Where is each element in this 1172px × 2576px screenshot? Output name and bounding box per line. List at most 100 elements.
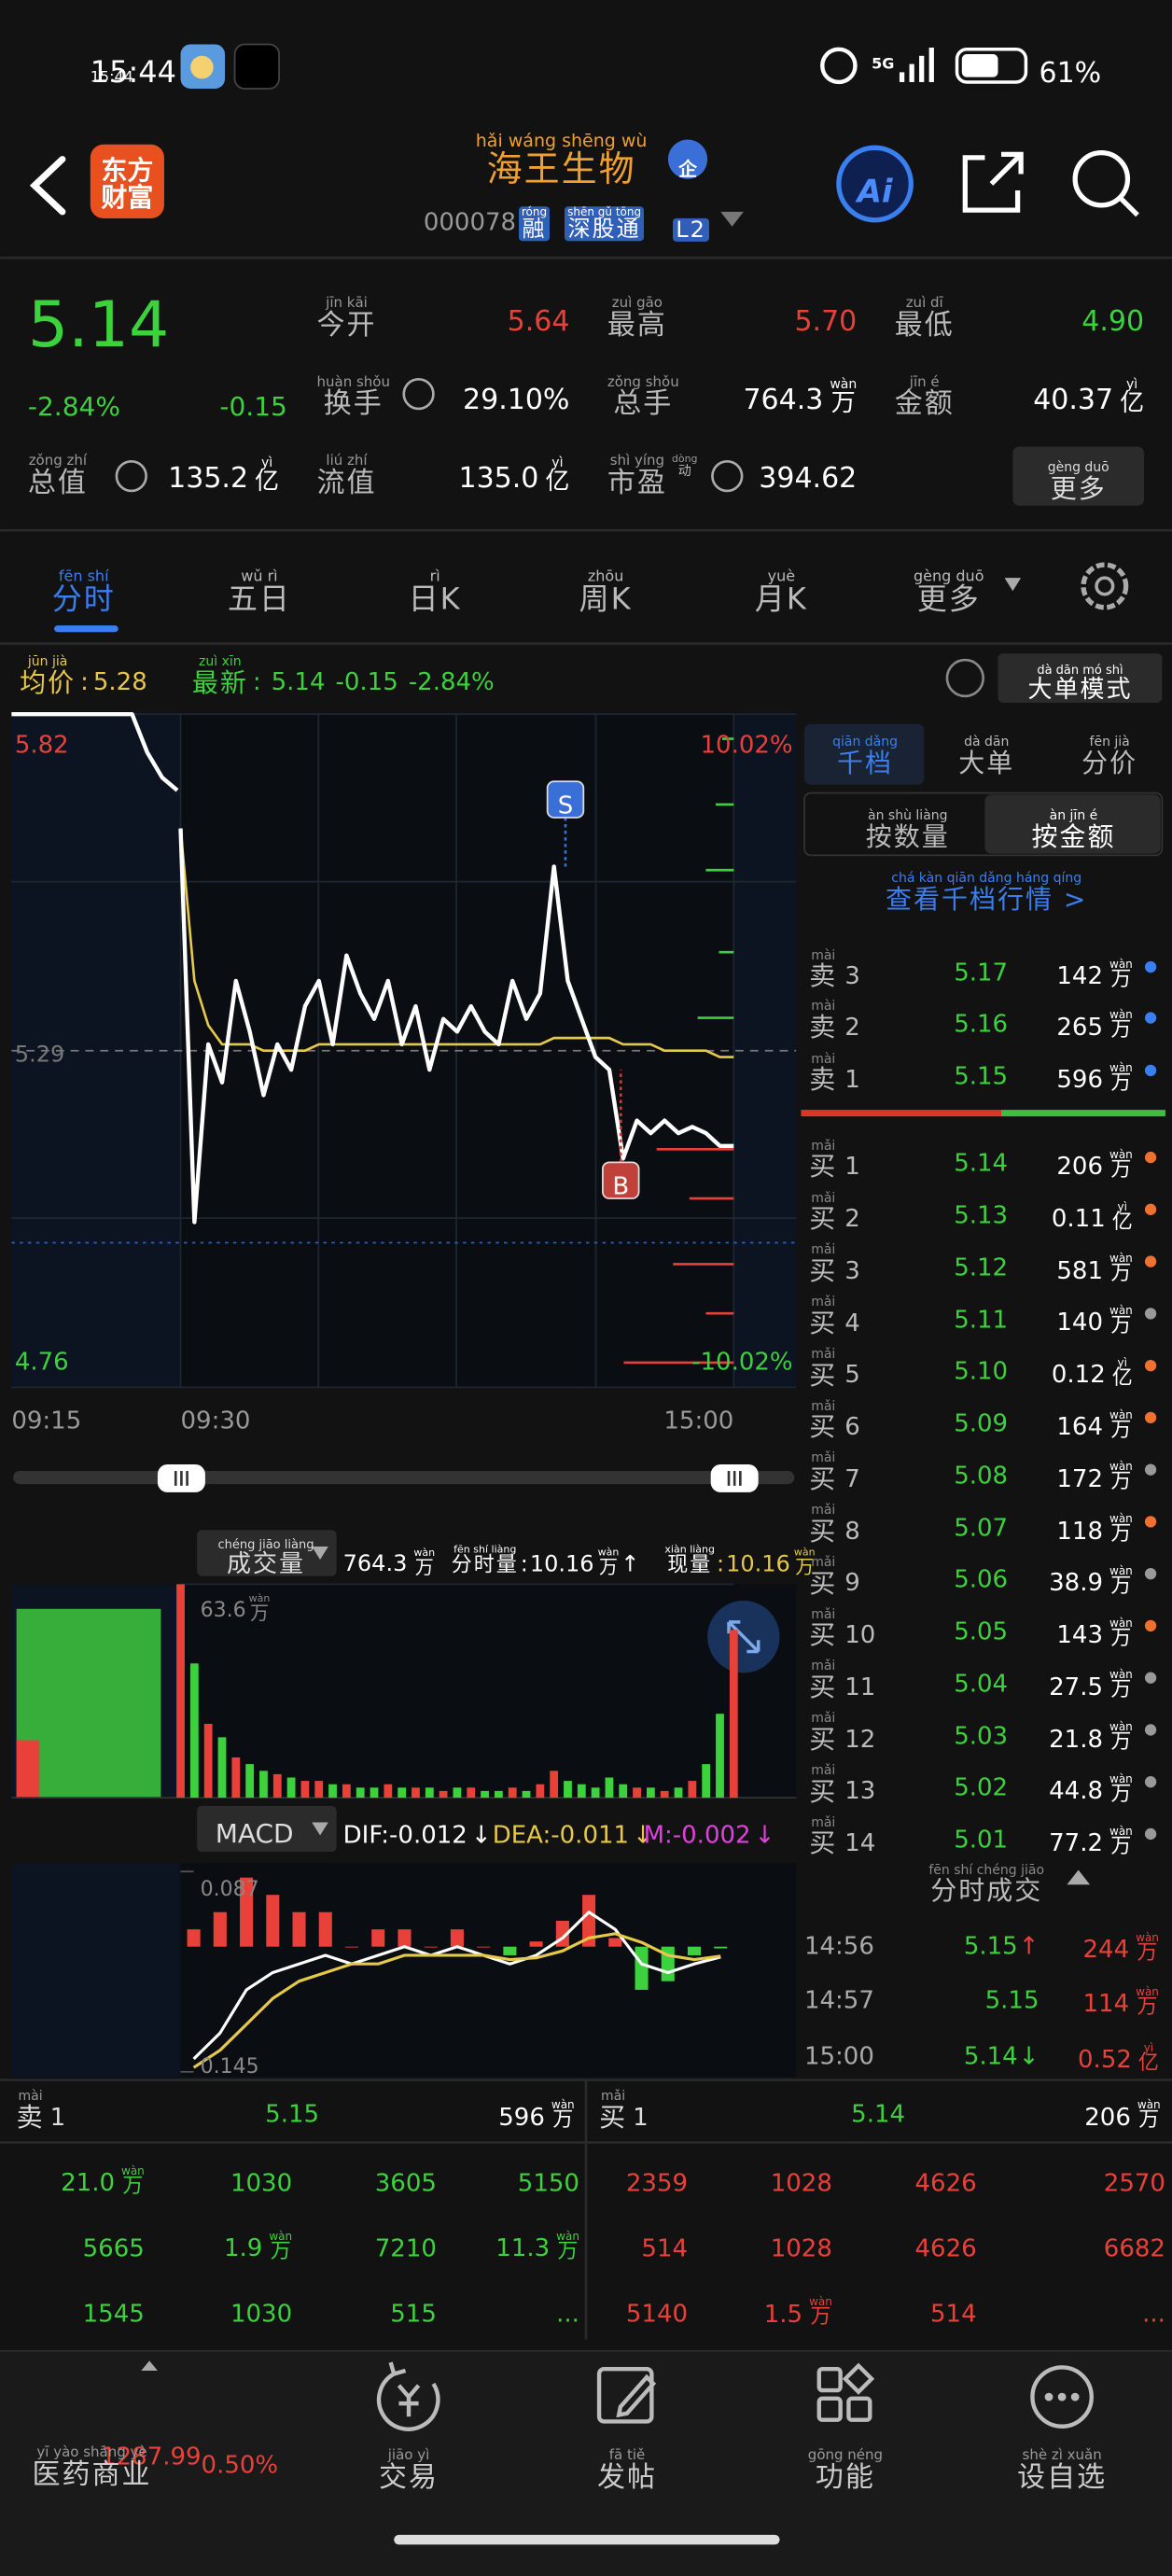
book-price: 5.07	[954, 1514, 1009, 1543]
nav-item[interactable]: gōng néng 功能	[808, 2447, 883, 2492]
sector-label: yī yào shāng yè 医药商业	[33, 2444, 152, 2489]
nav-item[interactable]: jiāo yì 交易	[379, 2447, 439, 2492]
label: mài 卖	[809, 1052, 837, 1093]
sector-toggle[interactable]	[141, 2360, 158, 2371]
more-dots	[1044, 2392, 1080, 2401]
nav-item[interactable]: fā tiě 发帖	[597, 2447, 657, 2492]
volume-bar	[688, 1781, 697, 1799]
trade-price: 5.14	[963, 2042, 1018, 2071]
value: 7210	[374, 2234, 437, 2263]
label-text: 卖	[809, 1011, 838, 1043]
search-button[interactable]	[1072, 149, 1131, 208]
book-price: 5.04	[954, 1670, 1009, 1699]
book-price: 5.01	[954, 1827, 1008, 1855]
table-cell: 2359	[626, 2170, 688, 2197]
label-text: 设自选	[1017, 2460, 1108, 2494]
network: 5G	[872, 54, 895, 73]
active-tab-bg[interactable]	[803, 723, 925, 785]
trade-price: 5.15	[984, 1986, 1039, 2015]
table-cell: 4626	[914, 2170, 976, 2197]
dropdown-icon[interactable]	[720, 211, 744, 227]
pinyin: jīn kāi	[326, 293, 368, 311]
label: hǎi wáng shēng wù 海王生物	[476, 133, 648, 189]
marker-label: S	[557, 791, 574, 820]
trade-amount: 114 wàn 万	[1083, 1986, 1159, 2018]
y-min-label: 4.76	[14, 1348, 69, 1377]
value: 515	[390, 2300, 437, 2329]
more-button-bg[interactable]	[1012, 446, 1145, 506]
trade-time: 15:00	[803, 2042, 874, 2071]
pinyin: chéng jiāo liàng	[217, 1538, 314, 1553]
settings-button[interactable]	[1081, 562, 1129, 610]
share-button[interactable]	[962, 151, 1024, 213]
sector-value: 1287.99	[101, 2444, 202, 2471]
label: mǎi 买	[809, 1451, 837, 1492]
macd-tick-label: 0.145	[200, 2054, 259, 2079]
book-amount: 581 wàn 万	[1056, 1253, 1132, 1284]
unit-text: 亿	[1137, 2051, 1159, 2075]
book-amount: 172 wàn 万	[1056, 1461, 1132, 1492]
pinyin: mǎi	[811, 1242, 836, 1258]
value: 764.3	[342, 1550, 408, 1577]
latest-change_pct: -2.84%	[408, 668, 495, 697]
unit: wàn 万	[1109, 1669, 1133, 1701]
volume-bar	[217, 1737, 227, 1799]
label-text: 更多	[916, 581, 981, 618]
label-text: 买	[809, 1254, 838, 1286]
unit: wàn 万	[1109, 1617, 1133, 1649]
volume-bar	[259, 1771, 268, 1799]
unit: wàn 万	[1109, 1062, 1133, 1094]
level: 10	[844, 1621, 876, 1650]
value: 6682	[1103, 2234, 1165, 2263]
book-price: 5.02	[954, 1773, 1009, 1802]
info-icons[interactable]	[115, 378, 744, 493]
pinyin: yì	[260, 455, 273, 471]
macd-m: M:-0.002 ↓	[644, 1822, 775, 1849]
logo-bg	[90, 144, 164, 218]
value: 4626	[914, 2169, 977, 2198]
volume-bar	[577, 1784, 586, 1799]
volume-bar	[300, 1781, 310, 1799]
unit: wàn 万	[1109, 1009, 1133, 1041]
volume-bar	[591, 1787, 600, 1799]
macd-selector[interactable]	[197, 1805, 337, 1853]
nav-item[interactable]: shè zì xuǎn 设自选	[1017, 2447, 1108, 2494]
book-amount: 140 wàn 万	[1056, 1305, 1132, 1337]
time-label: 09:30	[180, 1407, 251, 1435]
book-level: mǎi 买 8	[809, 1504, 860, 1545]
ai-button[interactable]	[836, 145, 914, 223]
book-amount: 265 wàn 万	[1056, 1009, 1132, 1041]
label-text: 分价	[1081, 747, 1138, 778]
table-cell: 1.5 wàn 万	[764, 2296, 832, 2328]
book-price: 5.17	[954, 959, 1009, 987]
pinyin: wàn	[1109, 1008, 1133, 1022]
table-price: 5.14	[851, 2101, 905, 2128]
pinyin: dòng	[671, 452, 698, 465]
help-icon[interactable]	[945, 658, 984, 698]
label-text: 均价	[20, 666, 77, 698]
toggle-active[interactable]	[984, 794, 1161, 854]
pinyin: zuì xīn	[199, 653, 242, 669]
label: mài 卖	[809, 1000, 837, 1041]
macd-bar	[213, 1911, 227, 1947]
unit: yì 亿	[1112, 1201, 1133, 1233]
label: jīn é 金额	[895, 374, 955, 419]
table-cell: 1028	[771, 2235, 832, 2262]
volume-selector[interactable]	[197, 1530, 337, 1576]
pinyin: wàn	[413, 1546, 436, 1559]
label-text: 买	[809, 1463, 838, 1494]
value: 265	[1056, 1013, 1103, 1042]
trades-toggle[interactable]	[1067, 1869, 1091, 1885]
value: 172	[1056, 1464, 1103, 1493]
volume-bar	[342, 1784, 351, 1799]
back-button[interactable]	[29, 156, 66, 216]
book-price: 5.15	[954, 1062, 1009, 1091]
label-text: 卖	[809, 960, 838, 992]
sector-change: 0.50%	[202, 2453, 279, 2480]
separators	[0, 256, 1172, 645]
mode-button-bg[interactable]	[998, 653, 1163, 703]
pinyin: wàn	[556, 2230, 579, 2244]
pinyin: zǒng shǒu	[607, 372, 679, 390]
volume-max: 63.6 wàn 万	[201, 1593, 271, 1622]
label: fēn jià 分价	[1081, 735, 1137, 777]
